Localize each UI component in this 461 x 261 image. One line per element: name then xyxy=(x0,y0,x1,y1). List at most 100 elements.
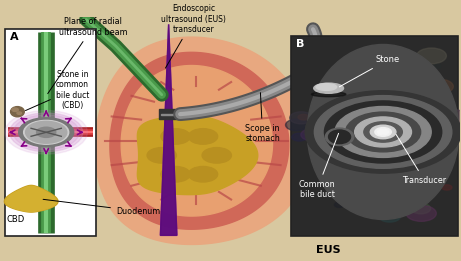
Circle shape xyxy=(5,110,88,154)
Circle shape xyxy=(361,183,373,189)
Text: Transducer: Transducer xyxy=(396,134,446,185)
Circle shape xyxy=(285,119,307,131)
Circle shape xyxy=(413,136,429,144)
Circle shape xyxy=(357,125,382,138)
Circle shape xyxy=(290,112,313,124)
Circle shape xyxy=(12,108,18,111)
Text: Common
bile duct: Common bile duct xyxy=(299,133,338,199)
Circle shape xyxy=(408,80,417,85)
Polygon shape xyxy=(121,66,272,216)
Circle shape xyxy=(420,172,437,181)
Circle shape xyxy=(382,150,391,155)
Circle shape xyxy=(335,106,431,157)
Circle shape xyxy=(334,202,344,207)
Circle shape xyxy=(338,127,356,137)
Circle shape xyxy=(337,117,349,123)
Circle shape xyxy=(407,141,433,155)
Text: Plane of radial
ultrasound beam: Plane of radial ultrasound beam xyxy=(48,17,127,94)
Circle shape xyxy=(384,149,400,158)
Circle shape xyxy=(161,167,190,182)
Circle shape xyxy=(298,114,309,120)
Text: Endoscopic
ultrasound (EUS)
transducer: Endoscopic ultrasound (EUS) transducer xyxy=(161,4,226,68)
Circle shape xyxy=(19,118,74,147)
Polygon shape xyxy=(160,24,177,235)
Circle shape xyxy=(358,130,387,145)
Circle shape xyxy=(402,62,412,67)
Circle shape xyxy=(311,123,320,128)
Circle shape xyxy=(423,74,436,80)
Circle shape xyxy=(378,161,399,172)
Circle shape xyxy=(24,120,69,144)
Circle shape xyxy=(353,105,374,116)
Circle shape xyxy=(25,121,67,143)
Circle shape xyxy=(432,64,441,68)
Circle shape xyxy=(362,179,371,184)
Text: EUS: EUS xyxy=(316,245,341,255)
Polygon shape xyxy=(137,116,258,195)
Circle shape xyxy=(405,86,415,91)
Polygon shape xyxy=(4,185,58,212)
Circle shape xyxy=(337,157,355,167)
Circle shape xyxy=(381,131,385,133)
Polygon shape xyxy=(161,114,181,115)
Text: Stone: Stone xyxy=(339,55,400,87)
FancyBboxPatch shape xyxy=(291,36,458,236)
Circle shape xyxy=(388,145,414,159)
Circle shape xyxy=(189,167,218,182)
Circle shape xyxy=(292,133,307,141)
Ellipse shape xyxy=(312,92,346,97)
Ellipse shape xyxy=(316,84,337,90)
Ellipse shape xyxy=(314,83,343,93)
Circle shape xyxy=(370,125,396,139)
Circle shape xyxy=(411,203,431,214)
Circle shape xyxy=(413,76,423,82)
Circle shape xyxy=(410,177,426,186)
Circle shape xyxy=(334,129,347,137)
Circle shape xyxy=(331,132,353,144)
Circle shape xyxy=(421,71,438,80)
Circle shape xyxy=(371,205,379,209)
Circle shape xyxy=(147,147,177,163)
Circle shape xyxy=(412,100,428,108)
Ellipse shape xyxy=(329,130,350,144)
Polygon shape xyxy=(6,186,57,212)
Circle shape xyxy=(412,111,437,124)
Circle shape xyxy=(442,185,452,190)
Circle shape xyxy=(373,74,396,85)
Circle shape xyxy=(36,127,56,137)
Ellipse shape xyxy=(11,106,24,117)
Circle shape xyxy=(379,211,401,222)
Circle shape xyxy=(314,96,452,168)
Circle shape xyxy=(412,192,430,201)
Circle shape xyxy=(359,156,373,163)
Circle shape xyxy=(390,67,408,76)
FancyBboxPatch shape xyxy=(5,29,96,236)
Text: B: B xyxy=(296,39,304,49)
Circle shape xyxy=(385,58,397,64)
Circle shape xyxy=(202,147,231,163)
Polygon shape xyxy=(95,37,311,245)
Circle shape xyxy=(325,101,442,163)
Circle shape xyxy=(323,158,338,167)
Text: CBD: CBD xyxy=(6,215,24,224)
Circle shape xyxy=(375,128,391,136)
Circle shape xyxy=(301,128,324,141)
Text: Duodenum: Duodenum xyxy=(43,199,160,216)
Circle shape xyxy=(17,112,22,114)
Circle shape xyxy=(355,117,412,147)
Text: A: A xyxy=(10,32,18,42)
Circle shape xyxy=(426,79,453,94)
Circle shape xyxy=(417,48,446,64)
Circle shape xyxy=(437,109,461,124)
Circle shape xyxy=(414,124,436,135)
Circle shape xyxy=(345,112,420,152)
Text: Scope in
stomach: Scope in stomach xyxy=(245,93,280,143)
Circle shape xyxy=(406,141,417,146)
Circle shape xyxy=(161,129,190,144)
Circle shape xyxy=(189,129,218,144)
Polygon shape xyxy=(160,24,177,235)
Circle shape xyxy=(378,129,388,134)
Circle shape xyxy=(436,93,449,100)
Circle shape xyxy=(429,187,437,191)
Circle shape xyxy=(364,122,402,142)
